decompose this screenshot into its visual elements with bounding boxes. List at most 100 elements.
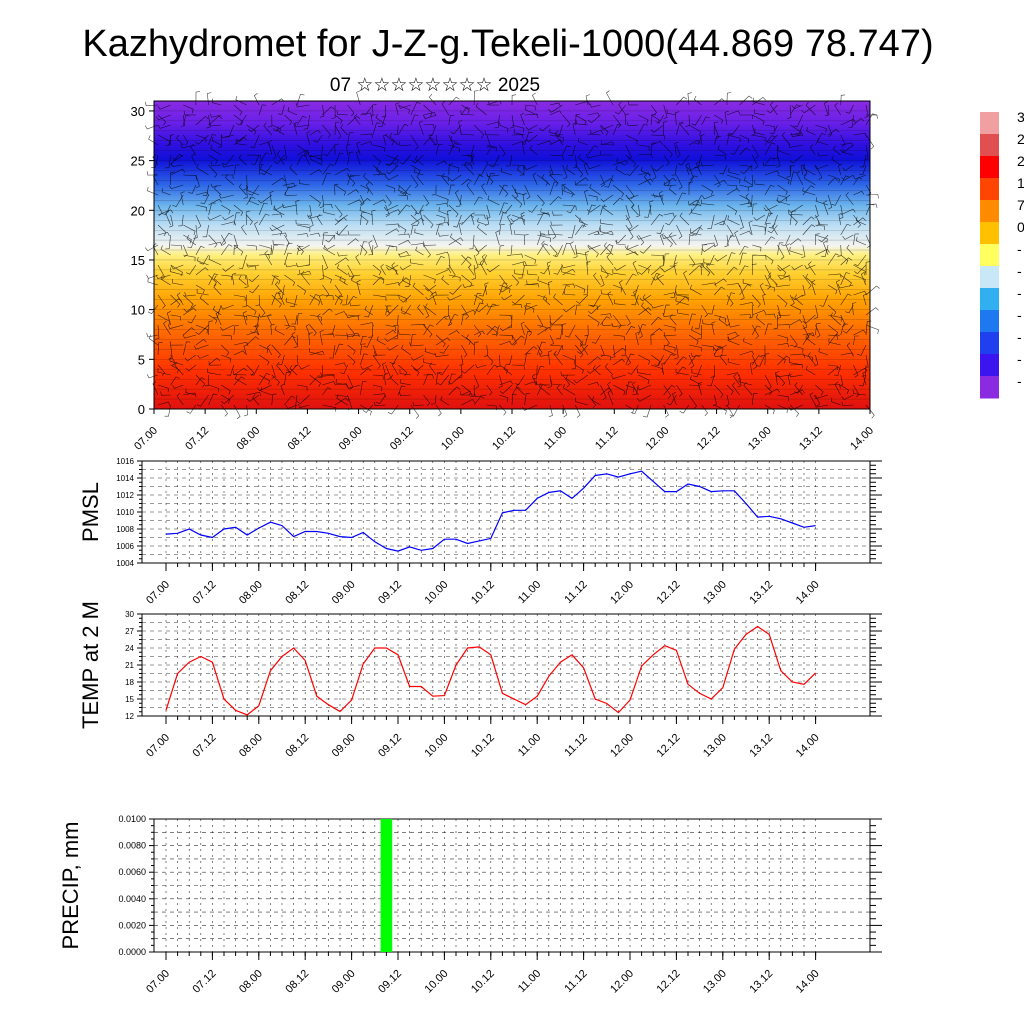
wind-barb: [662, 312, 677, 318]
wind-barb: [526, 280, 538, 286]
wind-barb: [569, 241, 576, 256]
wind-barb: [423, 214, 434, 229]
wind-barb: [676, 294, 689, 302]
wind-barb: [347, 332, 360, 338]
wind-barb: [688, 384, 701, 390]
wind-barb: [226, 364, 235, 376]
wind-barb: [470, 212, 475, 226]
wind-barb: [754, 180, 765, 186]
wind-barb: [208, 393, 218, 406]
wind-barb: [652, 274, 664, 281]
wind-barb: [274, 326, 285, 336]
wind-barb: [814, 403, 829, 408]
wind-barb: [834, 102, 841, 116]
wind-barb: [440, 396, 449, 406]
wind-barb: [477, 164, 487, 176]
wind-barb: [561, 267, 576, 276]
wind-barb: [825, 104, 830, 117]
wind-barb: [818, 220, 829, 226]
wind-barb: [275, 281, 285, 296]
wind-barb: [802, 164, 808, 176]
wind-barb: [562, 114, 571, 127]
wind-barb: [473, 244, 480, 256]
wind-barb: [385, 162, 397, 167]
wind-barb: [639, 294, 652, 302]
wind-barb: [233, 234, 239, 250]
wind-barb: [271, 144, 277, 160]
wind-barb: [170, 354, 176, 366]
wind-barb: [461, 104, 470, 114]
wind-barb: [157, 364, 165, 376]
wind-barb: [767, 224, 778, 234]
wind-barb: [511, 194, 523, 208]
wind-barb: [587, 145, 599, 156]
wind-barb: [233, 212, 241, 226]
wind-barb: [246, 214, 253, 226]
wind-barb: [320, 372, 336, 377]
wind-barb: [360, 353, 368, 366]
wind-barb: [476, 223, 487, 236]
wind-barb: [157, 401, 171, 406]
wind-barb: [840, 254, 849, 265]
wind-barb: [306, 131, 311, 146]
wind-barb: [271, 244, 279, 256]
wind-barb: [233, 325, 239, 336]
wind-barb: [309, 374, 321, 387]
wind-barb: [524, 393, 531, 406]
wind-barb: [461, 164, 473, 169]
wind-barb: [587, 244, 601, 250]
wind-barb: [157, 314, 171, 326]
wind-barb: [220, 304, 235, 310]
wind-barb: [170, 171, 175, 186]
wind-barb: [334, 184, 347, 196]
wind-barb: [296, 394, 310, 405]
wind-barb: [309, 324, 317, 337]
wind-barb: [673, 262, 678, 276]
wind-barb: [840, 134, 846, 147]
wind-barb: [794, 124, 804, 136]
wind-barb: [157, 209, 174, 216]
x-tick-label: 14.00: [794, 968, 822, 996]
wind-barb: [416, 173, 424, 186]
wind-barb: [461, 344, 468, 358]
wind-barb: [415, 155, 424, 166]
wind-barb: [349, 302, 361, 307]
wind-barb: [574, 164, 584, 178]
wind-barb: [360, 381, 367, 396]
wind-barb: [865, 404, 875, 419]
wind-barb: [271, 374, 280, 386]
wind-barb: [235, 139, 247, 146]
wind-barb: [711, 321, 716, 336]
wind-barb: [486, 172, 500, 177]
wind-barb: [511, 253, 524, 258]
wind-barb: [501, 294, 513, 301]
wind-barb: [185, 388, 196, 396]
wind-barb: [208, 384, 220, 393]
wind-barb: [410, 258, 424, 266]
x-tick-label: 13.00: [701, 579, 729, 607]
wind-barb: [364, 304, 374, 318]
wind-barb: [575, 177, 589, 186]
wind-barb: [334, 295, 344, 306]
wind-barb: [296, 154, 306, 166]
wind-barb: [423, 394, 431, 407]
wind-barb: [547, 374, 552, 389]
wind-barb: [224, 124, 235, 138]
wind-barb: [639, 244, 652, 254]
wind-barb: [728, 167, 740, 176]
wind-barb: [651, 194, 663, 201]
wind-barb: [777, 304, 782, 320]
wind-barb: [589, 294, 601, 308]
wind-barb: [385, 134, 395, 146]
wind-barb: [337, 230, 348, 236]
wind-barb: [466, 334, 475, 346]
wind-barb: [317, 144, 323, 159]
wind-barb: [830, 397, 841, 406]
wind-barb: [663, 104, 668, 120]
wind-barb: [385, 154, 399, 164]
wind-barb: [340, 124, 348, 136]
wind-barb: [486, 324, 499, 337]
x-tick-label: 13.12: [747, 732, 775, 760]
